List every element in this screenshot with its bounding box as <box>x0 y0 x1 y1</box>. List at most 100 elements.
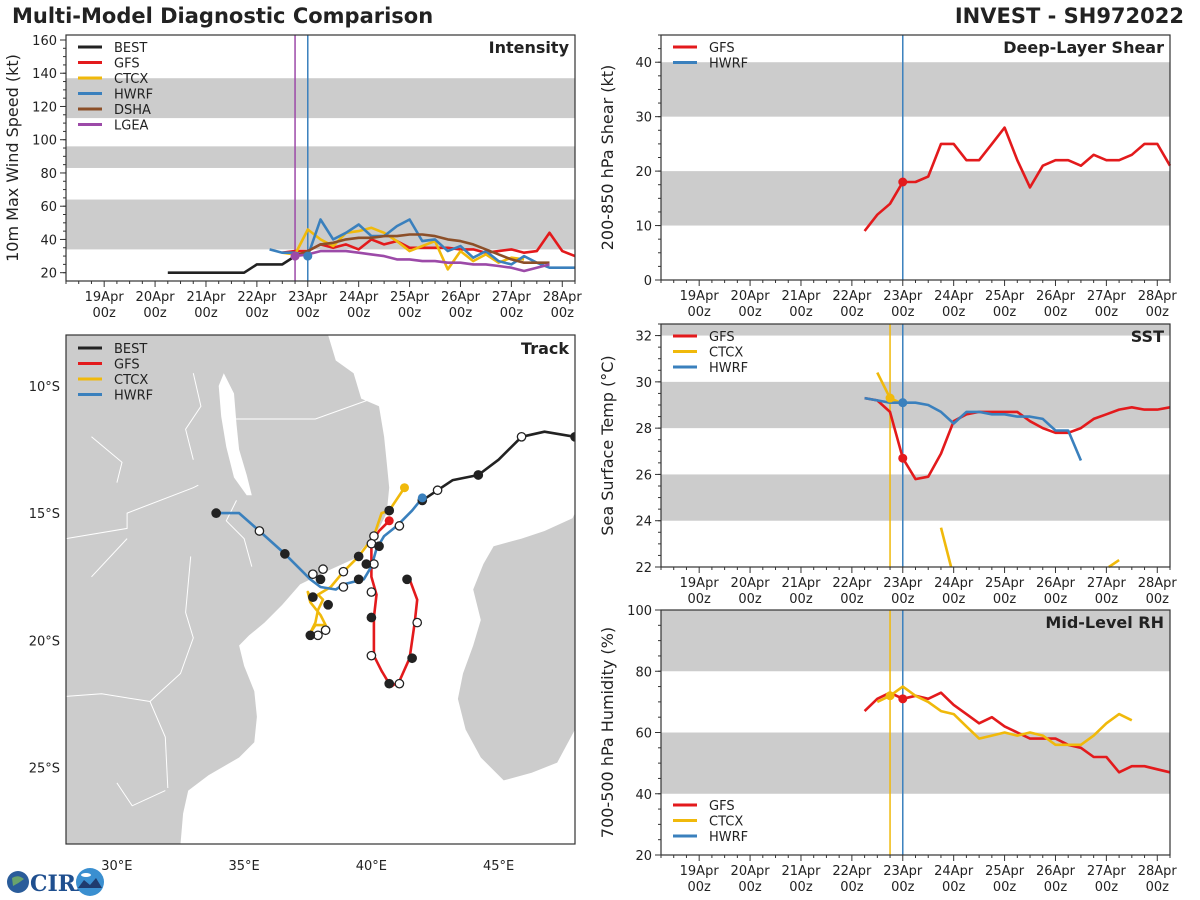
x-tick-label-hour: 00z <box>347 306 371 321</box>
legend-label-gfs: GFS <box>114 358 140 373</box>
x-tick-label-hour: 00z <box>296 306 320 321</box>
legend-label-hwrf: HWRF <box>114 88 153 103</box>
y-tick-label: 20 <box>40 267 57 282</box>
legend-label-ctcx: CTCX <box>709 346 743 361</box>
y-tick-label: 40 <box>40 233 57 248</box>
y-tick-label: 10 <box>635 220 652 235</box>
track-point-open <box>516 431 527 442</box>
lon-label: 30°E <box>101 859 132 874</box>
legend-label-hwrf: HWRF <box>114 389 153 404</box>
x-tick-label-hour: 00z <box>92 306 116 321</box>
y-tick-label: 40 <box>635 788 652 803</box>
series-line-best <box>167 255 296 275</box>
x-tick-label-hour: 00z <box>1146 592 1170 607</box>
x-tick-label-hour: 00z <box>398 306 422 321</box>
x-tick-label-date: 20Apr <box>731 576 771 591</box>
storm-title: INVEST - SH972022 <box>954 4 1184 28</box>
x-tick-label-date: 21Apr <box>186 290 226 305</box>
panel-title: Deep-Layer Shear <box>1003 38 1164 57</box>
legend-label-hwrf: HWRF <box>709 57 748 72</box>
x-tick-label-hour: 00z <box>789 305 813 320</box>
x-tick-label-hour: 00z <box>993 305 1017 320</box>
x-tick-label-hour: 00z <box>993 592 1017 607</box>
threshold-band <box>661 610 1170 672</box>
marker-lgea <box>290 251 300 261</box>
legend-label-best: BEST <box>114 41 147 56</box>
x-tick-label-date: 23Apr <box>883 864 923 879</box>
y-tick-label: 160 <box>32 34 57 49</box>
panel-title: Mid-Level RH <box>1045 613 1164 632</box>
x-tick-label-hour: 00z <box>143 306 167 321</box>
x-tick-label-hour: 00z <box>840 305 864 320</box>
track-point-open <box>338 582 349 592</box>
legend-label-hwrf: HWRF <box>709 830 748 845</box>
track-point-filled <box>384 505 395 516</box>
country-border <box>149 556 194 702</box>
track-point-filled <box>384 678 395 689</box>
x-tick-label-date: 24Apr <box>934 576 974 591</box>
y-tick-label: 120 <box>32 100 57 115</box>
y-tick-label: 80 <box>635 665 652 680</box>
series-line-ctcx <box>876 685 1133 747</box>
track-point-filled <box>353 574 364 585</box>
x-tick-label-date: 19Apr <box>680 576 720 591</box>
x-tick-label-date: 19Apr <box>680 289 720 304</box>
x-tick-label-hour: 00z <box>942 592 966 607</box>
y-tick-label: 20 <box>635 849 652 864</box>
track-point-filled <box>374 541 384 552</box>
x-tick-label-date: 27Apr <box>1087 289 1127 304</box>
x-tick-label-hour: 00z <box>738 880 762 895</box>
x-tick-label-hour: 00z <box>1095 305 1119 320</box>
x-tick-label-hour: 00z <box>1044 305 1068 320</box>
y-tick-label: 80 <box>40 167 57 182</box>
x-tick-label-hour: 00z <box>1095 880 1119 895</box>
track-point-filled <box>315 574 326 585</box>
panel-track: 30°E 35°E 40°E 45°E 10°S 15°S 20°S 25°S Track BES… <box>29 334 576 874</box>
x-tick-label-hour: 00z <box>687 305 711 320</box>
marker-gfs <box>898 453 908 463</box>
track-point-filled <box>473 470 484 480</box>
track-start-ctcx <box>399 483 409 493</box>
y-tick-label: 60 <box>40 200 57 215</box>
threshold-band <box>66 78 575 119</box>
x-tick-label-date: 25Apr <box>390 290 430 305</box>
x-tick-label-hour: 00z <box>687 880 711 895</box>
legend-label-ctcx: CTCX <box>114 72 148 87</box>
cloud-icon <box>81 873 91 877</box>
x-tick-label-date: 26Apr <box>1036 864 1076 879</box>
x-tick-label-date: 28Apr <box>1138 576 1178 591</box>
x-tick-label-hour: 00z <box>1044 880 1068 895</box>
track-point-filled <box>323 599 333 610</box>
track-point-filled <box>280 549 290 559</box>
y-axis-label: Sea Surface Temp (°C) <box>598 355 617 535</box>
x-tick-label-date: 25Apr <box>985 864 1025 879</box>
country-border <box>225 500 253 567</box>
x-tick-label-date: 28Apr <box>1138 864 1178 879</box>
logo-badge-icon <box>76 868 104 896</box>
x-tick-label-date: 21Apr <box>781 289 821 304</box>
track-start-gfs <box>384 516 394 526</box>
y-tick-label: 100 <box>32 134 57 149</box>
threshold-band <box>661 62 1170 117</box>
x-tick-label-hour: 00z <box>738 592 762 607</box>
x-tick-label-date: 20Apr <box>731 864 771 879</box>
threshold-band <box>661 171 1170 226</box>
x-tick-label-date: 21Apr <box>781 576 821 591</box>
track-point-open <box>366 650 377 661</box>
track-point-filled <box>305 630 316 641</box>
x-tick-label-date: 22Apr <box>832 864 872 879</box>
x-tick-label-date: 24Apr <box>339 290 379 305</box>
track-point-open <box>320 625 331 636</box>
series-line-gfs <box>282 231 576 258</box>
track-point-open <box>432 485 443 496</box>
x-tick-label-date: 22Apr <box>832 289 872 304</box>
country-border <box>91 538 128 578</box>
marker-gfs <box>898 177 908 187</box>
x-tick-label-hour: 00z <box>840 880 864 895</box>
threshold-band <box>661 324 1170 336</box>
x-tick-label-hour: 00z <box>194 306 218 321</box>
series-line-lgea <box>294 249 550 273</box>
lat-label: 25°S <box>29 762 60 777</box>
track-point-open <box>366 587 377 597</box>
